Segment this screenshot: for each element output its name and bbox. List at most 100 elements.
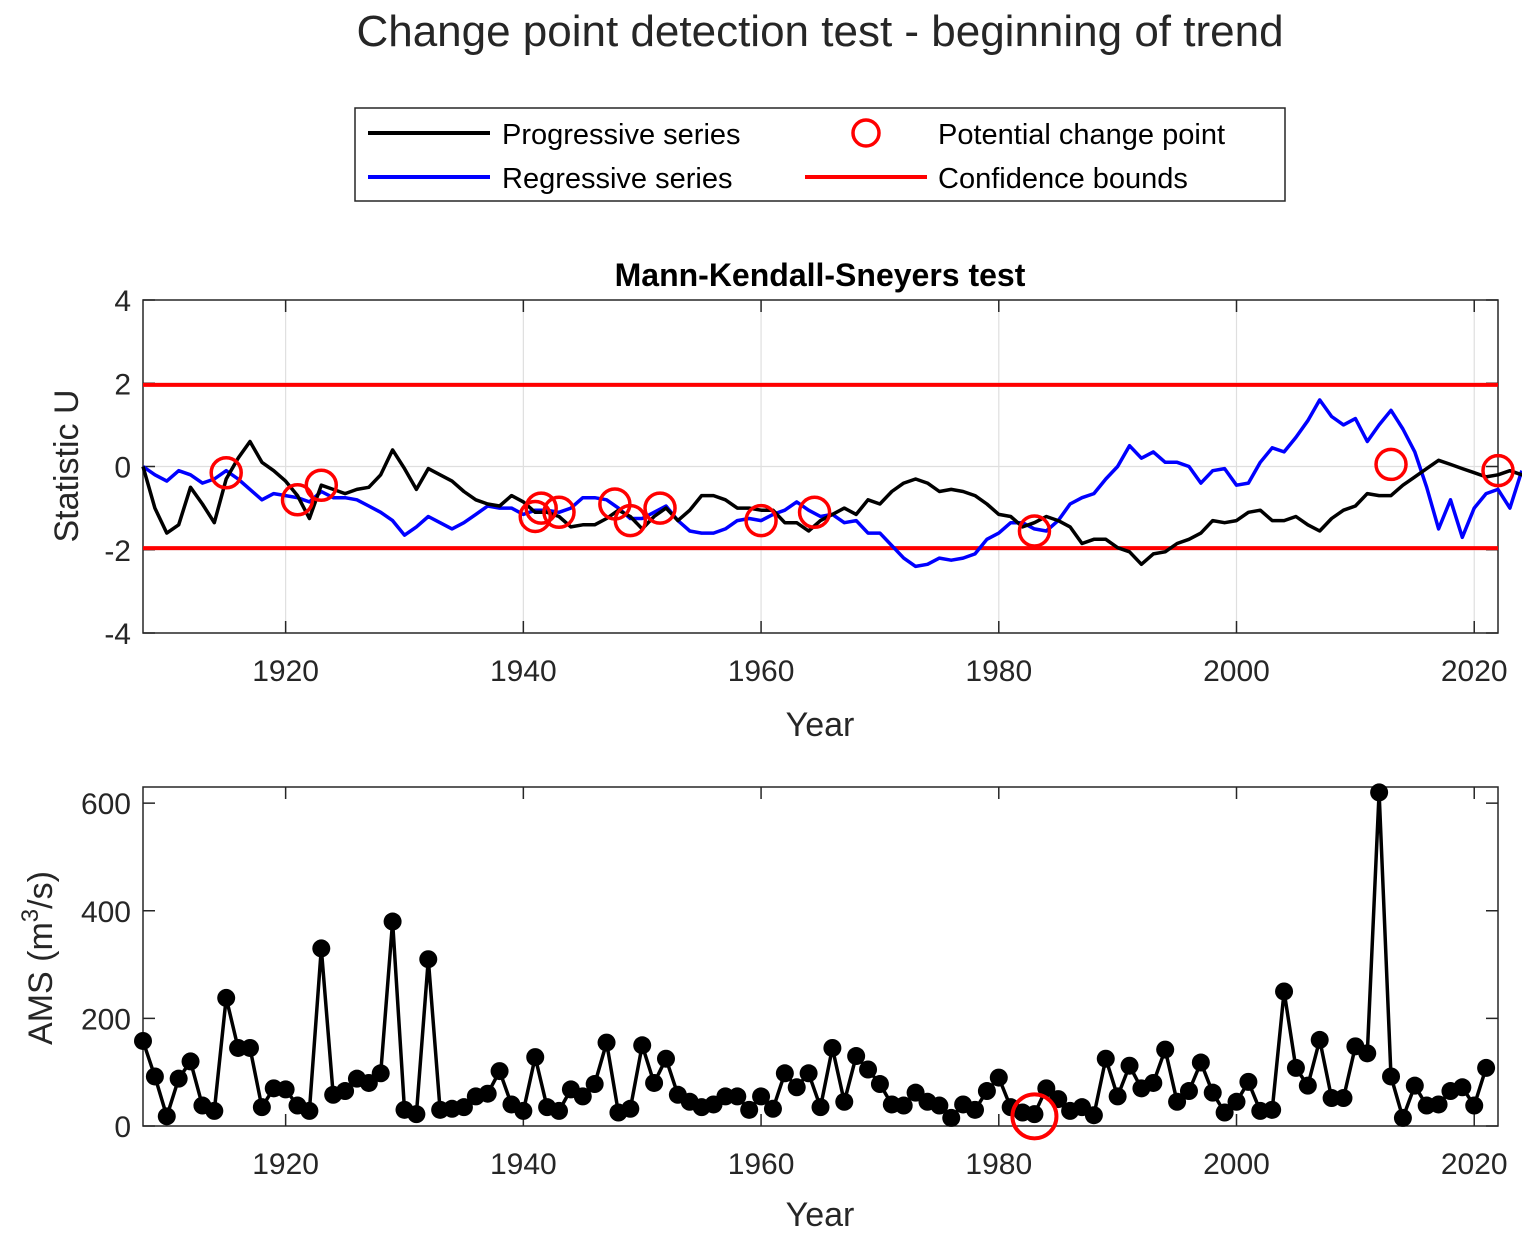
change-point-marker xyxy=(643,491,677,525)
ams-point xyxy=(205,1101,224,1120)
progressive-series-line xyxy=(141,439,1522,567)
ams-point xyxy=(1037,1079,1056,1098)
ams-point xyxy=(1370,783,1389,802)
ams-point xyxy=(1025,1105,1044,1124)
mk-ytick-label: 4 xyxy=(114,285,131,318)
ams-point xyxy=(966,1100,985,1119)
change-point-marker xyxy=(280,483,315,517)
ams-change-point-marker xyxy=(1010,1092,1059,1141)
ams-point xyxy=(1275,982,1294,1001)
ams-point xyxy=(1084,1106,1103,1125)
ams-point xyxy=(942,1108,961,1127)
change-point-marker xyxy=(209,455,243,490)
ams-point xyxy=(787,1078,806,1097)
change-point-marker xyxy=(518,499,552,534)
ams-point xyxy=(740,1100,759,1119)
ams-point xyxy=(300,1101,319,1120)
change-point-marker xyxy=(304,468,339,502)
ams-point xyxy=(799,1064,818,1083)
change-point-marker xyxy=(1481,453,1515,488)
ams-point xyxy=(752,1087,771,1106)
ams-xlabel: Year xyxy=(786,1196,855,1234)
ams-point xyxy=(371,1064,390,1083)
ams-point xyxy=(526,1048,545,1067)
ams-point xyxy=(1203,1083,1222,1102)
ams-point xyxy=(585,1075,604,1094)
mk-xtick-label: 1960 xyxy=(728,655,795,688)
ams-point xyxy=(181,1052,200,1071)
ams-point xyxy=(1358,1044,1377,1063)
ams-point xyxy=(621,1099,640,1118)
mk-test-ticks: 1920 1940 1960 1980 2000 2020 -4 -2 0 2 4 xyxy=(104,285,1507,688)
ams-point xyxy=(1286,1058,1305,1077)
ams-point xyxy=(656,1049,675,1068)
ams-point xyxy=(977,1082,996,1101)
ams-point xyxy=(312,939,331,958)
ams-point xyxy=(478,1084,497,1103)
ams-point xyxy=(811,1098,830,1117)
ams-point xyxy=(989,1068,1008,1087)
ams-point xyxy=(1382,1067,1401,1086)
ams-point xyxy=(859,1060,878,1079)
legend-regressive-label: Regressive series xyxy=(502,163,732,195)
ams-point xyxy=(419,950,438,969)
ams-point xyxy=(823,1038,842,1057)
legend-change-point-swatch xyxy=(851,118,881,148)
change-point-marker xyxy=(1374,447,1408,482)
ams-point xyxy=(157,1107,176,1126)
ams-point xyxy=(145,1067,164,1086)
mk-test-ylabel: Statistic U xyxy=(48,389,86,542)
ams-point xyxy=(454,1098,473,1117)
ams-point xyxy=(550,1101,569,1120)
change-point-marker xyxy=(797,495,832,530)
ams-point xyxy=(1179,1082,1198,1101)
ams-point xyxy=(775,1064,794,1083)
change-point-marker xyxy=(524,491,558,525)
ams-ytick-label: 0 xyxy=(114,1111,131,1144)
ams-point xyxy=(633,1036,652,1055)
mk-xtick-label: 1980 xyxy=(965,655,1032,688)
ams-point xyxy=(383,912,402,931)
mk-test-title: Mann-Kendall-Sneyers test xyxy=(615,257,1026,293)
ams-ytick-label: 400 xyxy=(81,896,131,929)
ams-xtick-label: 1920 xyxy=(252,1148,319,1181)
ams-point xyxy=(134,1031,152,1050)
ams-point xyxy=(1429,1095,1448,1114)
ams-point xyxy=(1393,1108,1412,1127)
ams-xtick-label: 1960 xyxy=(728,1148,795,1181)
legend-progressive-label: Progressive series xyxy=(502,119,741,151)
ams-xtick-label: 2000 xyxy=(1203,1148,1270,1181)
ams-point xyxy=(336,1082,355,1101)
ams-point xyxy=(1227,1092,1246,1111)
ams-point xyxy=(1239,1072,1258,1091)
ams-point xyxy=(728,1087,747,1106)
ams-point xyxy=(252,1098,271,1117)
ams-point xyxy=(1453,1078,1472,1097)
ams-point xyxy=(217,988,236,1007)
ams-ylabel-sup: 3 xyxy=(17,909,44,922)
ams-plot-area xyxy=(134,783,1496,1141)
ams-xtick-label: 1940 xyxy=(490,1148,557,1181)
mk-xtick-label: 2000 xyxy=(1203,655,1270,688)
legend-change-point-label: Potential change point xyxy=(938,119,1225,151)
ams-point xyxy=(1144,1073,1163,1092)
ams-ylabel-post: /s) xyxy=(22,871,60,909)
change-point-marker xyxy=(744,503,778,538)
ams-point xyxy=(490,1062,509,1081)
ams-point xyxy=(1108,1087,1127,1106)
mk-xtick-label: 1940 xyxy=(490,655,557,688)
ams-point xyxy=(1465,1096,1484,1115)
ams-point xyxy=(359,1073,378,1092)
mk-ytick-label: -4 xyxy=(104,618,131,651)
ams-point xyxy=(1191,1053,1210,1072)
ams-frame xyxy=(142,786,1499,1127)
ams-point xyxy=(1156,1040,1175,1059)
ams-point xyxy=(645,1073,664,1092)
ams-point xyxy=(1263,1100,1282,1119)
mk-ytick-label: -2 xyxy=(104,535,131,568)
change-point-marker xyxy=(1017,514,1052,548)
change-point-marker xyxy=(613,503,648,538)
ams-point xyxy=(276,1080,295,1099)
